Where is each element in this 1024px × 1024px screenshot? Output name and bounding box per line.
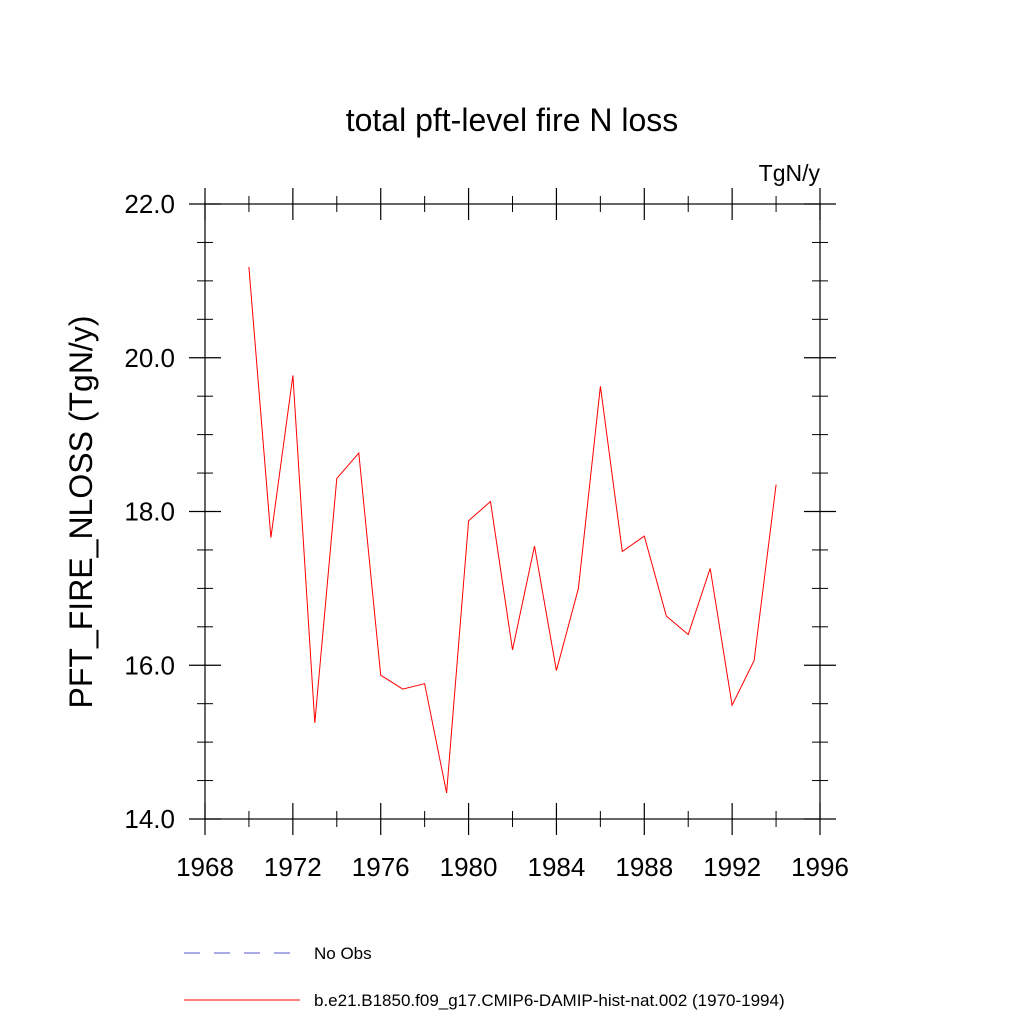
y-tick-label: 20.0 (124, 343, 175, 373)
plot-frame (204, 203, 821, 820)
axis-ticks (189, 188, 836, 835)
x-tick-label: 1976 (352, 852, 410, 882)
chart-title: total pft-level fire N loss (346, 102, 679, 138)
x-tick-label: 1968 (176, 852, 234, 882)
units-label: TgN/y (759, 160, 821, 186)
x-tick-label: 1972 (264, 852, 322, 882)
y-axis-label: PFT_FIRE_NLOSS (TgN/y) (63, 316, 99, 709)
y-tick-label: 18.0 (124, 497, 175, 527)
x-tick-label: 1988 (615, 852, 673, 882)
legend-label-no-obs: No Obs (314, 944, 372, 963)
y-tick-label: 14.0 (124, 804, 175, 834)
x-tick-label: 1996 (791, 852, 849, 882)
y-tick-label: 16.0 (124, 650, 175, 680)
series-lines (248, 266, 777, 793)
legend: No Obs b.e21.B1850.f09_g17.CMIP6-DAMIP-h… (184, 944, 785, 1010)
x-tick-label: 1992 (703, 852, 761, 882)
x-tick-label: 1984 (528, 852, 586, 882)
series-line-1 (248, 266, 777, 793)
y-tick-label: 22.0 (124, 189, 175, 219)
legend-label-model: b.e21.B1850.f09_g17.CMIP6-DAMIP-hist-nat… (314, 991, 785, 1010)
x-tick-label: 1980 (440, 852, 498, 882)
tick-labels: 14.0 16.0 18.0 20.0 22.0 1968 1972 1976 1980 1984… (124, 189, 849, 882)
